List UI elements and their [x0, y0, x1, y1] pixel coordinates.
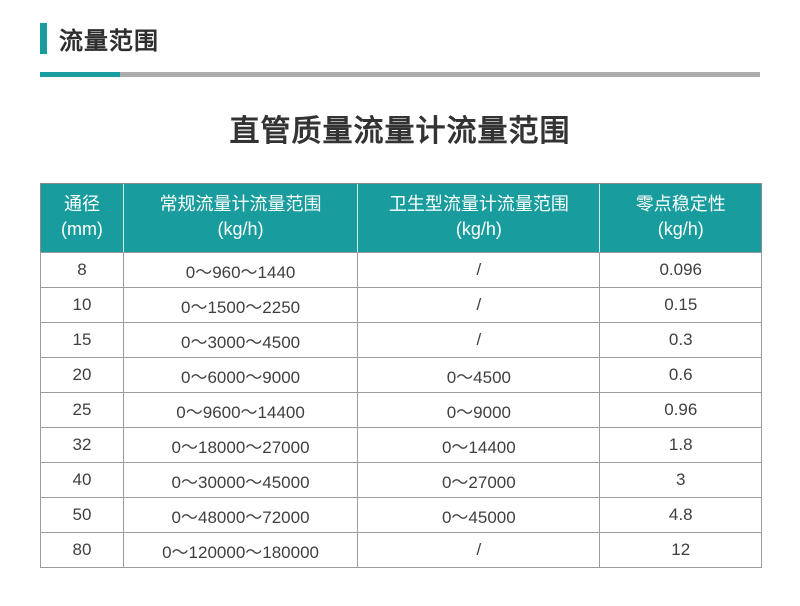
header-unit: (kg/h): [217, 219, 264, 239]
accent-bar: [40, 23, 47, 54]
header-label: 通径: [63, 194, 100, 214]
table-cell: 15: [40, 322, 124, 358]
table-cell: 0～14400: [357, 427, 601, 463]
header-label: 常规流量计流量范围: [159, 194, 322, 214]
table-cell: /: [357, 252, 601, 288]
table-cell: 0～30000～45000: [122, 462, 359, 498]
flow-range-table: 通径 (mm) 常规流量计流量范围 (kg/h) 卫生型流量计流量范围 (kg/…: [40, 183, 762, 568]
table-cell: 0～4500: [357, 357, 601, 393]
table-row: 25 0～9600～14400 0～9000 0.96: [40, 392, 762, 428]
header-unit: (kg/h): [455, 219, 502, 239]
header-cell-sanitary-range: 卫生型流量计流量范围 (kg/h): [357, 183, 600, 253]
table-cell: 50: [40, 497, 124, 533]
table-row: 50 0～48000～72000 0～45000 4.8: [40, 497, 762, 533]
table-cell: 12: [599, 532, 762, 568]
table-cell: 0～9600～14400: [122, 392, 359, 428]
header-label: 卫生型流量计流量范围: [388, 194, 569, 214]
table-cell: /: [357, 532, 601, 568]
table-cell: 20: [40, 357, 124, 393]
table-cell: 0.96: [599, 392, 762, 428]
table-cell: 3: [599, 462, 762, 498]
table-cell: 4.8: [599, 497, 762, 533]
table-cell: 8: [40, 252, 124, 288]
table-row: 10 0～1500～2250 / 0.15: [40, 287, 762, 323]
table-cell: 1.8: [599, 427, 762, 463]
table-cell: 0.096: [599, 252, 762, 288]
table-row: 20 0～6000～9000 0～4500 0.6: [40, 357, 762, 393]
header-unit: (kg/h): [657, 219, 704, 239]
table-row: 8 0～960～1440 / 0.096: [40, 252, 762, 288]
table-cell: 32: [40, 427, 124, 463]
header-unit: (mm): [60, 219, 103, 239]
table-cell: 0～18000～27000: [122, 427, 359, 463]
table-cell: 40: [40, 462, 124, 498]
table-cell: 0.15: [599, 287, 762, 323]
table-cell: 0.6: [599, 357, 762, 393]
table-cell: 0～120000～180000: [122, 532, 359, 568]
table-cell: 0.3: [599, 322, 762, 358]
divider-accent: [40, 72, 120, 77]
table-cell: 0～9000: [357, 392, 601, 428]
table-cell: 0～960～1440: [122, 252, 359, 288]
table-cell: 10: [40, 287, 124, 323]
table-row: 15 0～3000～4500 / 0.3: [40, 322, 762, 358]
table-cell: 0～48000～72000: [122, 497, 359, 533]
header-cell-diameter: 通径 (mm): [40, 183, 124, 253]
table-cell: 0～3000～4500: [122, 322, 359, 358]
table-row: 40 0～30000～45000 0～27000 3: [40, 462, 762, 498]
section-title: 流量范围: [59, 28, 159, 55]
table-header: 通径 (mm) 常规流量计流量范围 (kg/h) 卫生型流量计流量范围 (kg/…: [40, 183, 762, 253]
table-row: 80 0～120000～180000 / 12: [40, 532, 762, 568]
table-cell: 0～27000: [357, 462, 601, 498]
table-cell: 80: [40, 532, 124, 568]
table-cell: /: [357, 322, 601, 358]
header-cell-standard-range: 常规流量计流量范围 (kg/h): [122, 183, 358, 253]
table-cell: 0～45000: [357, 497, 601, 533]
page-title: 直管质量流量计流量范围: [229, 115, 571, 148]
table-cell: 25: [40, 392, 124, 428]
table-body: 8 0～960～1440 / 0.096 10 0～1500～2250 / 0.…: [40, 252, 762, 568]
table-cell: 0～1500～2250: [122, 287, 359, 323]
table-cell: 0～6000～9000: [122, 357, 359, 393]
table-header-row: 通径 (mm) 常规流量计流量范围 (kg/h) 卫生型流量计流量范围 (kg/…: [40, 183, 762, 253]
header-cell-zero-stability: 零点稳定性 (kg/h): [599, 183, 762, 253]
divider-line: [40, 72, 760, 77]
table-row: 32 0～18000～27000 0～14400 1.8: [40, 427, 762, 463]
section-header: 流量范围: [40, 21, 159, 56]
table-cell: /: [357, 287, 601, 323]
header-label: 零点稳定性: [635, 194, 726, 214]
